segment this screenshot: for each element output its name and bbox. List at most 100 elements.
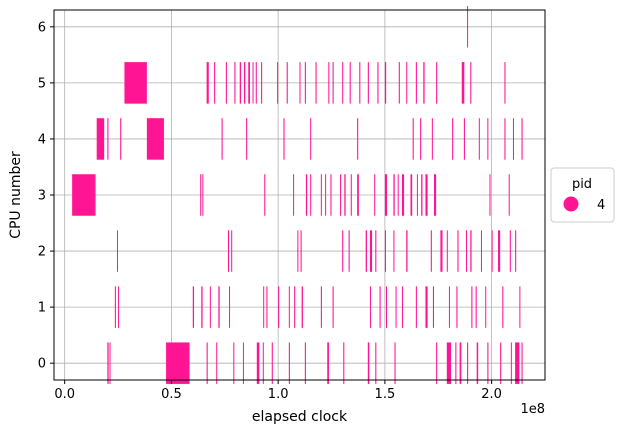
y-tick-label: 1 [38,301,46,316]
cpu-5-event-bar [252,62,254,104]
cpu-2-event-bar [430,230,432,272]
cpu-4-event-bar [504,118,506,160]
cpu-3-event-bar [425,174,428,216]
cpu-5-event-bar [406,62,408,104]
x-tick-label: 1.5 [375,387,396,402]
x-axis-label: elapsed clock [252,409,348,425]
y-tick-label: 0 [38,357,46,372]
cpu-1-event-bar [201,286,203,328]
cpu-5-event-bar [315,62,317,104]
cpu-2-event-bar [384,230,386,272]
cpu-3-event-bar [433,174,437,216]
x-axis-ticks: 0.0 0.5 1.0 1.5 2.0 [54,380,502,402]
cpu-3-event-bar [410,174,413,216]
y-tick-label: 5 [38,76,46,91]
cpu-2-event-bar [365,230,367,272]
cpu-3-event-bar [72,174,95,216]
cpu-2-event-bar [406,230,408,272]
cpu-0-event-bar [233,342,235,384]
cpu-4-event-bar [412,118,414,160]
cpu-3-event-bar [416,174,418,216]
cpu-2-event-bar [509,230,511,272]
y-tick-label: 3 [38,189,46,204]
cpu-2-event-bar [470,230,472,272]
cpu-3-event-bar [94,174,96,216]
cpu-5-event-bar [342,62,344,104]
cpu-3-event-bar [293,174,295,216]
cpu-1-event-bar [332,286,334,328]
cpu-2-event-bar [300,230,302,272]
cpu-1-event-bar [294,286,296,328]
cpu-5-event-bar [225,62,227,104]
cpu-0-event-bar [166,342,190,384]
cpu-0-event-bar [107,342,109,384]
x-tick-label: 2.0 [481,387,502,402]
cpu-1-event-bar [415,286,417,328]
cpu-0-event-bar [487,342,489,384]
cpu-5-event-bar [423,62,425,104]
cpu-5-event-bar [248,62,250,104]
cpu-2-event-bar [515,230,517,272]
cpu-1-event-bar [369,286,371,328]
cpu-2-event-bar [498,230,501,272]
cpu-2-event-bar [440,230,443,272]
cpu-1-event-bar [320,286,322,328]
cpu-0-event-bar [242,342,244,384]
cpu-1-event-bar [218,286,220,328]
cpu-0-event-bar [515,342,520,384]
cpu-2-event-bar [116,230,118,272]
cpu-1-event-bar [263,286,265,328]
cpu-3-event-bar [374,174,376,216]
cpu-5-event-bar [124,62,147,104]
cpu-5-event-bar [398,62,400,104]
cpu-3-event-bar [344,174,346,216]
cpu-1-event-bar [519,286,521,328]
cpu-5-event-bar [214,62,216,104]
x-tick-label: 0.0 [54,387,75,402]
y-tick-label: 6 [38,20,46,35]
cpu-4-event-bar [431,118,433,160]
cpu-1-event-bar [425,286,428,328]
cpu-4-event-bar [246,118,248,160]
cpu-5-event-bar [277,62,279,104]
cpu-0-event-bar [262,342,264,384]
cpu-4-event-bar [452,118,454,160]
cpu-3-event-bar [200,174,202,216]
cpu-4-event-bar [310,118,312,160]
cpu-2-event-bar [480,230,482,272]
x-tick-label: 1.0 [268,387,289,402]
cpu-0-event-bar [304,342,306,384]
cpu-5-event-bar [415,62,417,104]
cpu-0-event-bar [436,342,438,384]
cpu-4-event-bar [420,118,422,160]
cpu-3-event-bar [401,174,405,216]
cpu-4-event-bar [478,118,480,160]
cpu-0-event-bar [367,342,370,384]
cpu-0-event-bar [109,342,111,384]
cpu-3-event-bar [305,174,308,216]
cpu-5-event-bar [299,62,301,104]
cpu-1-event-bar [385,286,388,328]
legend-entry-label: 4 [597,198,605,213]
cpu-1-event-bar [288,286,290,328]
cpu-5-event-bar [359,62,361,104]
cpu-0-event-bar [500,342,502,384]
cpu-5-event-bar [377,62,379,104]
cpu-5-event-bar [304,62,306,104]
cpu-5-event-bar [234,62,236,104]
cpu-3-event-bar [393,174,395,216]
cpu-5-event-bar [384,62,387,104]
cpu-0-event-bar [288,342,290,384]
cpu-3-event-bar [421,174,423,216]
cpu-0-event-bar [394,342,396,384]
y-tick-label: 2 [38,245,46,260]
cpu-3-event-bar [310,174,312,216]
cpu-5-event-bar [255,62,257,104]
x-axis-offset-label: 1e8 [520,402,545,417]
cpu-0-event-bar [455,342,457,384]
cpu-3-event-bar [330,174,332,216]
cpu-1-event-bar [379,286,381,328]
cpu-2-event-bar [457,230,459,272]
cpu-0-event-bar [327,342,329,384]
